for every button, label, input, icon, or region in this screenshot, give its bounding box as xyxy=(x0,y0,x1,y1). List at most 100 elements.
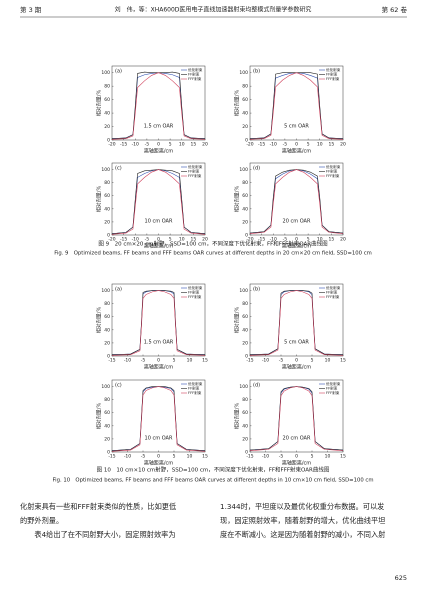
panel-annotation: 1.5 cm OAR xyxy=(144,124,174,130)
x-tick-label: 10 xyxy=(187,358,193,364)
y-tick-label: 100 xyxy=(101,288,110,294)
legend-label: 优化射束 xyxy=(326,381,341,386)
legend-label: FF射束 xyxy=(188,290,200,295)
x-tick-label: 10 xyxy=(317,142,323,148)
x-tick-label: 0 xyxy=(157,237,160,243)
x-tick-label: 15 xyxy=(202,358,208,364)
panel-annotation: 5 cm OAR xyxy=(284,124,309,130)
body-line: 1.344时，平坦度以及最优化权重分布数据。可以发 xyxy=(220,502,384,511)
legend-label: 优化射束 xyxy=(326,164,341,169)
y-tick-label: 100 xyxy=(239,70,248,76)
x-tick-label: 5 xyxy=(173,454,176,460)
legend-label: FF射束 xyxy=(188,386,200,391)
x-tick-label: -5 xyxy=(279,358,284,364)
y-tick-label: 80 xyxy=(242,301,248,307)
y-tick-label: 0 xyxy=(245,138,248,144)
x-tick-label: -5 xyxy=(283,237,288,243)
body-line: 现，固定照射效率，随着射野的增大，优化曲线平坦 xyxy=(220,516,385,525)
y-tick-label: 20 xyxy=(242,124,248,130)
x-tick-label: -20 xyxy=(108,237,115,243)
caption-en: Fig. 9 Optimized beams, FF beams and FFF… xyxy=(54,251,372,257)
x-tick-label: 5 xyxy=(311,454,314,460)
x-tick-label: 10 xyxy=(179,142,185,148)
x-tick-label: -20 xyxy=(108,142,115,148)
caption-zh: 图 9 20 cm×20 cm射野，SSD=100 cm，不同深度下优化射束，F… xyxy=(98,240,328,248)
panel-label: (a) xyxy=(115,69,122,75)
y-tick-label: 60 xyxy=(104,314,110,320)
y-axis-label: 相对剂量/% xyxy=(234,403,241,430)
x-tick-label: 5 xyxy=(307,142,310,148)
x-tick-label: 10 xyxy=(325,358,331,364)
series-line xyxy=(249,386,344,451)
panel-annotation: 20 cm OAR xyxy=(283,219,311,225)
x-tick-label: -15 xyxy=(108,454,115,460)
y-tick-label: 100 xyxy=(239,384,248,390)
y-tick-label: 20 xyxy=(104,436,110,442)
x-tick-label: -5 xyxy=(283,142,288,148)
legend-label: 优化射束 xyxy=(188,164,203,169)
x-tick-label: -10 xyxy=(262,358,269,364)
panel-annotation: 10 cm OAR xyxy=(145,436,173,442)
panel-annotation: 20 cm OAR xyxy=(283,436,311,442)
y-tick-label: 40 xyxy=(104,327,110,333)
y-axis-label: 相对剂量/% xyxy=(234,90,241,117)
caption-en: Fig. 10 Optimized beams, FF beams and FF… xyxy=(53,478,374,484)
body-line: 表4给出了在不同射野大小，固定照射效率为 xyxy=(20,530,176,539)
y-axis-label: 相对剂量/% xyxy=(234,307,241,334)
y-tick-label: 0 xyxy=(107,354,110,360)
y-tick-label: 60 xyxy=(104,97,110,103)
x-tick-label: 0 xyxy=(157,454,160,460)
y-tick-label: 0 xyxy=(107,138,110,144)
x-tick-label: 0 xyxy=(295,454,298,460)
panel-annotation: 1.5 cm OAR xyxy=(144,340,174,346)
x-tick-label: -10 xyxy=(132,237,139,243)
y-tick-label: 0 xyxy=(107,450,110,456)
body-line: 化射束具有一些和FFF射束类似的性质，比如更低 xyxy=(20,502,176,511)
legend-label: 优化射束 xyxy=(326,67,341,72)
series-line xyxy=(111,290,206,356)
y-tick-label: 20 xyxy=(242,340,248,346)
y-tick-label: 100 xyxy=(101,167,110,173)
y-axis-label: 相对剂量/% xyxy=(96,90,103,117)
y-tick-label: 60 xyxy=(104,193,110,199)
x-tick-label: -15 xyxy=(120,237,127,243)
y-tick-label: 20 xyxy=(104,124,110,130)
y-tick-label: 80 xyxy=(242,397,248,403)
panel-annotation: 10 cm OAR xyxy=(145,219,173,225)
panel-label: (b) xyxy=(253,287,260,293)
x-tick-label: -15 xyxy=(246,454,253,460)
legend-label: FFF射束 xyxy=(188,294,202,299)
y-tick-label: 60 xyxy=(242,97,248,103)
x-tick-label: 15 xyxy=(329,237,335,243)
y-tick-label: 80 xyxy=(104,301,110,307)
y-tick-label: 80 xyxy=(104,397,110,403)
y-tick-label: 100 xyxy=(101,384,110,390)
x-tick-label: -15 xyxy=(246,358,253,364)
x-tick-label: 15 xyxy=(340,358,346,364)
y-tick-label: 60 xyxy=(242,410,248,416)
y-tick-label: 0 xyxy=(107,233,110,239)
header-volume: 第 62 卷 xyxy=(382,5,408,14)
legend-label: FF射束 xyxy=(326,72,338,77)
y-axis-label: 相对剂量/% xyxy=(96,186,103,213)
x-tick-label: 15 xyxy=(191,237,197,243)
x-tick-label: 10 xyxy=(317,237,323,243)
x-tick-label: -10 xyxy=(270,237,277,243)
x-axis-label: 离轴距离/cm xyxy=(282,243,311,250)
legend-label: 优化射束 xyxy=(188,67,203,72)
panel-label: (d) xyxy=(253,383,260,389)
legend-label: 优化射束 xyxy=(326,285,341,290)
y-tick-label: 100 xyxy=(239,167,248,173)
panel-label: (b) xyxy=(253,69,260,75)
x-axis-label: 离轴距离/cm xyxy=(282,460,311,467)
header-issue: 第 3 期 xyxy=(20,5,42,14)
x-tick-label: -5 xyxy=(141,454,146,460)
x-tick-label: -10 xyxy=(270,142,277,148)
x-axis-label: 离轴距离/cm xyxy=(144,148,173,155)
x-tick-label: 15 xyxy=(191,142,197,148)
y-tick-label: 40 xyxy=(242,423,248,429)
x-tick-label: 0 xyxy=(295,358,298,364)
y-tick-label: 40 xyxy=(104,206,110,212)
